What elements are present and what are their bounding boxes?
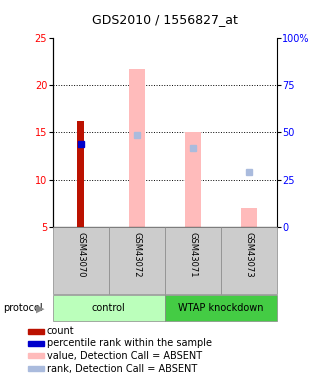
Text: rank, Detection Call = ABSENT: rank, Detection Call = ABSENT — [47, 364, 197, 374]
Text: GDS2010 / 1556827_at: GDS2010 / 1556827_at — [92, 13, 238, 26]
Bar — [28, 366, 44, 371]
Text: GSM43073: GSM43073 — [244, 232, 253, 278]
Bar — [28, 341, 44, 346]
Text: WTAP knockdown: WTAP knockdown — [178, 303, 264, 313]
Bar — [165, 227, 221, 294]
Bar — [28, 353, 44, 358]
Bar — [165, 295, 277, 321]
Text: GSM43070: GSM43070 — [76, 232, 85, 278]
Text: protocol: protocol — [3, 303, 43, 313]
Text: control: control — [92, 303, 126, 313]
Bar — [53, 227, 109, 294]
Bar — [28, 329, 44, 334]
Bar — [241, 208, 257, 227]
Text: GSM43072: GSM43072 — [132, 232, 141, 278]
Bar — [129, 69, 145, 227]
Text: percentile rank within the sample: percentile rank within the sample — [47, 339, 212, 348]
Text: value, Detection Call = ABSENT: value, Detection Call = ABSENT — [47, 351, 202, 361]
Bar — [221, 227, 277, 294]
Bar — [77, 121, 84, 227]
Text: GSM43071: GSM43071 — [188, 232, 197, 278]
Text: count: count — [47, 326, 75, 336]
Bar — [109, 227, 165, 294]
Text: ▶: ▶ — [36, 303, 44, 313]
Bar — [53, 295, 165, 321]
Bar — [185, 132, 201, 227]
